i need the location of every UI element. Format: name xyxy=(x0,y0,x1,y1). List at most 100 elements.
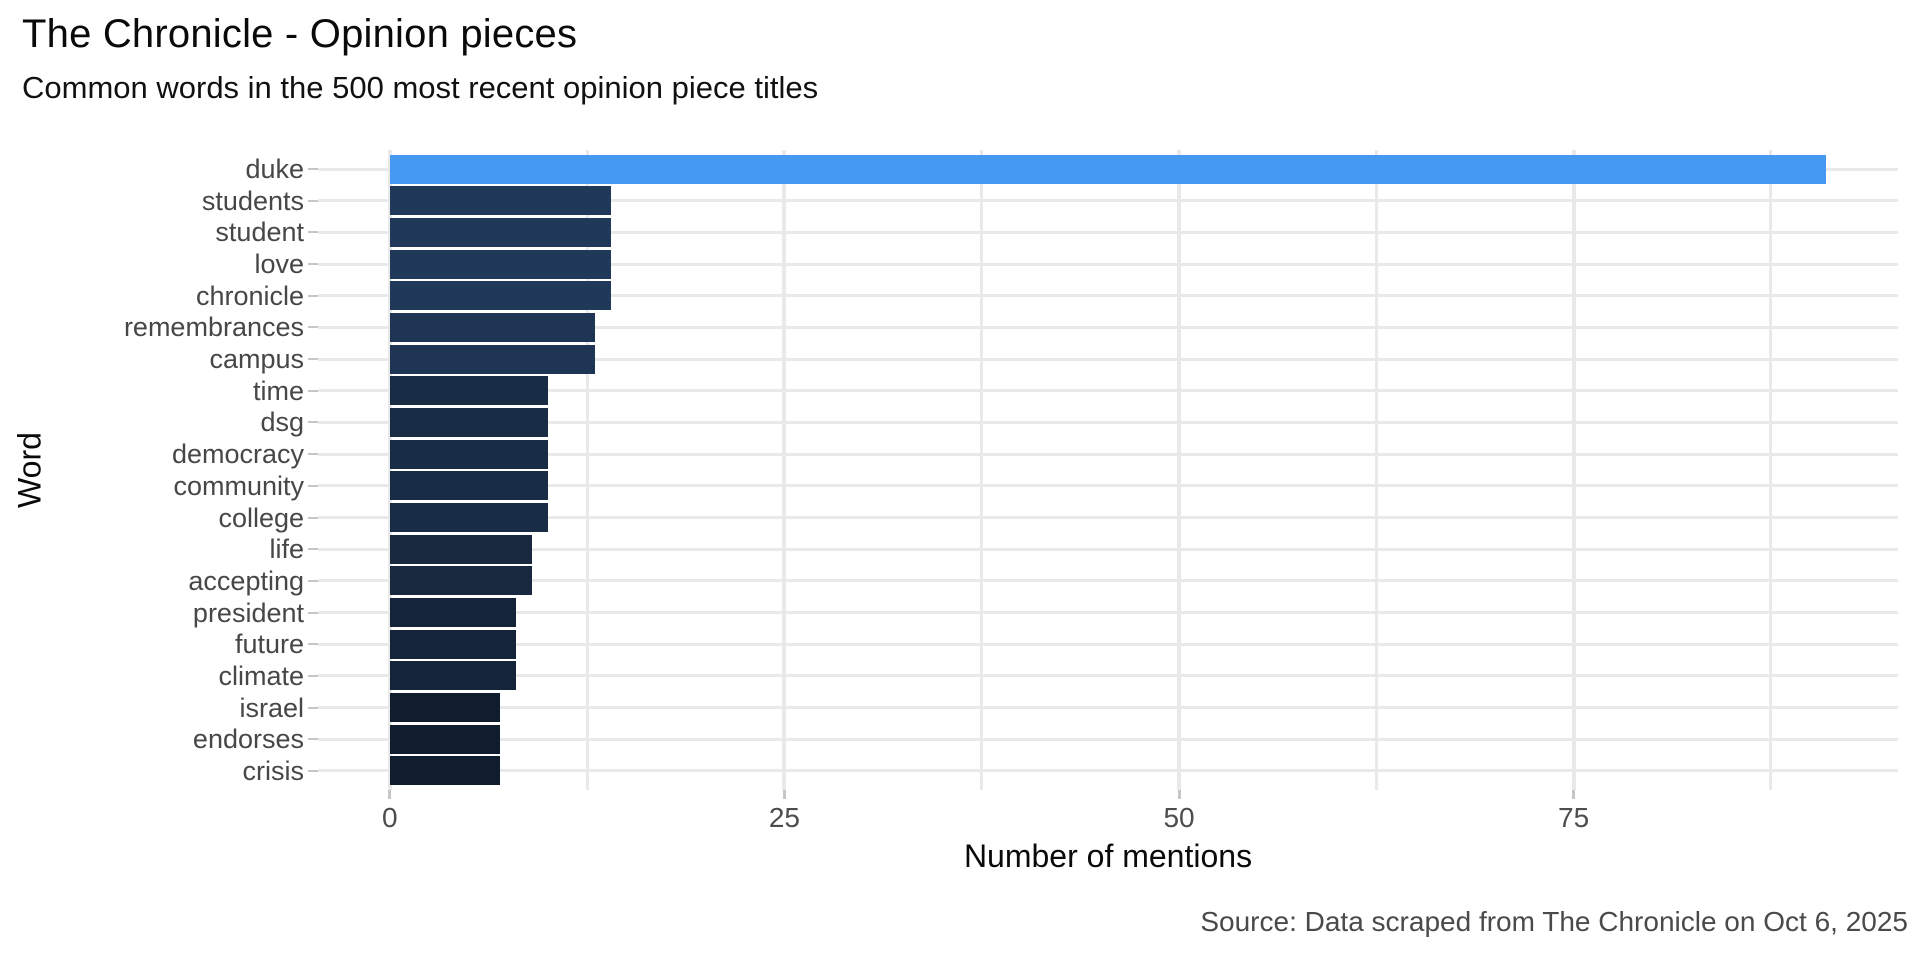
y-tick-mark xyxy=(308,484,318,487)
gridline-major xyxy=(1177,150,1182,790)
gridline-horizontal xyxy=(318,262,1898,266)
gridline-minor xyxy=(1374,150,1378,790)
gridline-horizontal xyxy=(318,547,1898,551)
x-axis-title: Number of mentions xyxy=(963,838,1253,874)
gridline-horizontal xyxy=(318,199,1898,203)
y-tick-mark xyxy=(308,263,318,266)
y-tick-mark xyxy=(308,738,318,741)
bar-students xyxy=(389,186,611,215)
y-axis-label-dsg: dsg xyxy=(260,407,304,437)
y-axis-label-remembrances: remembrances xyxy=(123,312,304,342)
bar-time xyxy=(389,376,548,405)
y-axis-label-endorses: endorses xyxy=(192,724,304,754)
gridline-horizontal xyxy=(318,230,1898,234)
y-tick-mark xyxy=(308,579,318,582)
y-axis-label-duke: duke xyxy=(245,154,304,184)
y-axis-label-crisis: crisis xyxy=(242,756,305,786)
y-tick-mark xyxy=(308,294,318,297)
y-axis-label-time: time xyxy=(252,376,304,406)
x-tick-mark xyxy=(782,790,786,799)
bar-chronicle xyxy=(389,281,611,310)
y-tick-mark xyxy=(308,168,318,170)
gridline-minor xyxy=(1769,150,1773,790)
y-axis-label-israel: israel xyxy=(239,693,304,723)
bar-love xyxy=(389,250,611,279)
bar-endorses xyxy=(389,725,501,754)
gridline-horizontal xyxy=(318,706,1898,710)
chart-title: The Chronicle - Opinion pieces xyxy=(22,12,578,56)
gridline-horizontal xyxy=(318,484,1898,488)
y-axis-label-president: president xyxy=(192,598,304,628)
y-axis-label-climate: climate xyxy=(218,661,304,691)
y-tick-mark xyxy=(308,231,318,234)
bar-life xyxy=(389,535,532,564)
bar-future xyxy=(389,630,517,659)
y-tick-mark xyxy=(308,706,318,709)
y-tick-mark xyxy=(308,611,318,614)
gridline-major xyxy=(387,150,392,790)
y-axis-label-college: college xyxy=(218,503,304,533)
bar-israel xyxy=(389,693,501,722)
bar-college xyxy=(389,503,548,532)
y-tick-mark xyxy=(308,358,318,361)
gridline-horizontal xyxy=(318,579,1898,583)
y-tick-mark xyxy=(308,516,318,519)
x-axis-label-25: 25 xyxy=(768,802,800,833)
y-axis-label-community: community xyxy=(173,471,304,501)
x-tick-mark xyxy=(1177,790,1181,799)
y-axis-label-student: student xyxy=(215,217,304,247)
gridline-horizontal xyxy=(318,294,1898,298)
chart-subtitle: Common words in the 500 most recent opin… xyxy=(22,70,819,105)
gridline-minor xyxy=(585,150,589,790)
bar-campus xyxy=(389,345,595,374)
y-tick-mark xyxy=(308,453,318,456)
y-axis-label-students: students xyxy=(201,186,304,216)
y-axis-label-love: love xyxy=(254,249,304,279)
x-tick-mark xyxy=(388,790,392,799)
bar-duke xyxy=(389,155,1827,184)
bar-accepting xyxy=(389,566,532,595)
source-caption: Source: Data scraped from The Chronicle … xyxy=(1200,906,1908,937)
y-axis-label-campus: campus xyxy=(209,344,304,374)
bar-climate xyxy=(389,661,517,690)
x-axis-label-50: 50 xyxy=(1163,802,1195,833)
gridline-horizontal xyxy=(318,611,1898,615)
bar-democracy xyxy=(389,440,548,469)
gridline-horizontal xyxy=(318,642,1898,646)
gridline-horizontal xyxy=(318,737,1898,741)
gridline-horizontal xyxy=(318,420,1898,424)
y-tick-mark xyxy=(308,326,318,329)
gridline-horizontal xyxy=(318,674,1898,678)
y-tick-mark xyxy=(308,421,318,424)
x-axis-label-0: 0 xyxy=(382,802,398,833)
y-axis-label-democracy: democracy xyxy=(171,439,304,469)
y-tick-mark xyxy=(308,389,318,392)
bar-president xyxy=(389,598,517,627)
gridline-minor xyxy=(980,150,984,790)
y-axis-label-accepting: accepting xyxy=(188,566,304,596)
bar-dsg xyxy=(389,408,548,437)
y-tick-mark xyxy=(308,643,318,646)
y-tick-mark xyxy=(308,548,318,551)
bar-remembrances xyxy=(389,313,595,342)
gridline-horizontal xyxy=(318,389,1898,393)
gridline-major xyxy=(782,150,787,790)
gridline-major xyxy=(1571,150,1576,790)
gridline-horizontal xyxy=(318,516,1898,520)
gridline-horizontal xyxy=(318,325,1898,329)
y-tick-mark xyxy=(308,674,318,677)
gridline-horizontal xyxy=(318,357,1898,361)
y-tick-mark xyxy=(308,199,318,202)
x-axis-label-75: 75 xyxy=(1558,802,1590,833)
bar-crisis xyxy=(389,756,501,785)
y-tick-mark xyxy=(308,769,318,772)
bar-community xyxy=(389,471,548,500)
y-axis-label-future: future xyxy=(234,629,304,659)
x-tick-mark xyxy=(1572,790,1576,799)
bar-student xyxy=(389,218,611,247)
gridline-horizontal xyxy=(318,452,1898,456)
gridline-horizontal xyxy=(318,769,1898,773)
y-axis-label-life: life xyxy=(269,534,304,564)
y-axis-label-chronicle: chronicle xyxy=(195,281,304,311)
